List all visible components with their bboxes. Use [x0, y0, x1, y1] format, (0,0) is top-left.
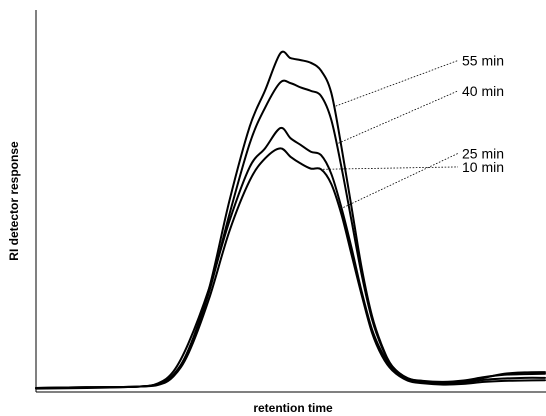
leader-line-55-min: [335, 60, 459, 107]
trace-25-min: [35, 126, 546, 389]
series-label-10-min: 10 min: [462, 159, 504, 175]
leader-line-25-min: [343, 153, 459, 208]
series-label-25-min: 25 min: [462, 145, 504, 161]
x-axis-title: retention time: [253, 401, 333, 415]
series-label-55-min: 55 min: [462, 52, 504, 68]
trace-55-min: [35, 50, 546, 389]
leaders-group: [323, 60, 459, 208]
leader-line-10-min: [323, 166, 459, 170]
y-axis-title: RI detector response: [7, 141, 21, 261]
trace-10-min: [35, 147, 546, 390]
leader-line-40-min: [338, 90, 459, 144]
series-label-40-min: 40 min: [462, 83, 504, 99]
trace-40-min: [35, 79, 546, 389]
traces-group: [35, 50, 546, 390]
